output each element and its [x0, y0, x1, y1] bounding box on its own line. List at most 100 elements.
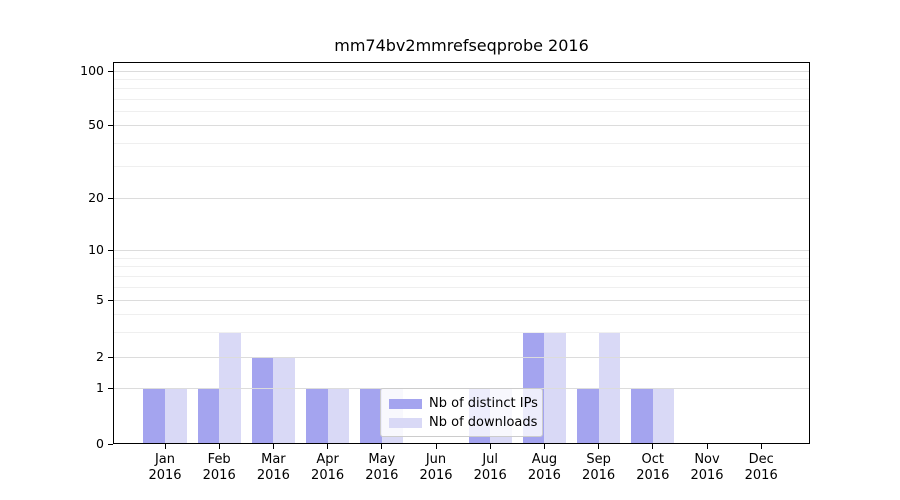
bar-distinct-ips-apr: [305, 388, 328, 444]
major-gridline: [113, 125, 810, 126]
bar-downloads-sep: [598, 331, 621, 444]
x-tick-mark: [760, 444, 762, 449]
legend-swatch-distinct-ips-icon: [389, 398, 422, 409]
bar-distinct-ips-oct: [631, 388, 653, 444]
y-tick-label-2: 2: [96, 349, 104, 364]
minor-gridline: [113, 257, 810, 259]
major-gridline: [113, 300, 810, 301]
x-tick-year: 2016: [744, 468, 778, 483]
x-tick-mark: [543, 444, 545, 449]
x-tick-label-nov: Nov 2016: [675, 452, 739, 484]
minor-gridline: [113, 88, 810, 90]
x-tick-year: 2016: [256, 468, 290, 483]
legend-item-distinct-ips: Nb of distinct IPs: [389, 395, 538, 412]
y-tick-mark: [108, 197, 113, 199]
x-tick-label-mar: Mar 2016: [241, 452, 305, 484]
y-tick-label-50: 50: [88, 117, 104, 132]
bar-downloads-jan: [165, 388, 187, 444]
y-tick-mark: [108, 387, 113, 389]
y-tick-label-100: 100: [80, 63, 104, 78]
legend-label-distinct-ips: Nb of distinct IPs: [429, 396, 538, 411]
y-tick-mark: [108, 356, 113, 358]
x-tick-year: 2016: [311, 468, 345, 483]
y-tick-mark: [108, 70, 113, 72]
minor-gridline: [113, 266, 810, 268]
x-tick-year: 2016: [582, 468, 616, 483]
bar-distinct-ips-mar: [251, 357, 274, 444]
x-tick-label-jul: Jul 2016: [458, 452, 522, 484]
minor-gridline: [113, 79, 810, 81]
x-tick-month: Apr: [316, 452, 339, 467]
x-tick-month: Nov: [694, 452, 720, 467]
x-tick-month: Sep: [586, 452, 611, 467]
x-tick-mark: [327, 444, 329, 449]
x-tick-year: 2016: [690, 468, 724, 483]
plot-area: [113, 62, 810, 444]
legend-swatch-downloads-icon: [389, 417, 422, 428]
x-tick-year: 2016: [419, 468, 453, 483]
x-tick-mark: [652, 444, 654, 449]
chart-title: mm74bv2mmrefseqprobe 2016: [334, 36, 589, 55]
x-tick-mark: [598, 444, 600, 449]
x-tick-month: Aug: [531, 452, 558, 467]
x-tick-year: 2016: [527, 468, 561, 483]
x-tick-label-jan: Jan 2016: [133, 452, 197, 484]
x-tick-label-sep: Sep 2016: [567, 452, 631, 484]
bar-distinct-ips-may: [360, 388, 382, 444]
minor-gridline: [113, 110, 810, 112]
y-tick-mark: [108, 124, 113, 126]
x-tick-mark: [489, 444, 491, 449]
bar-distinct-ips-feb: [197, 388, 220, 444]
x-tick-month: Jan: [154, 452, 176, 467]
x-tick-month: Oct: [641, 452, 665, 467]
x-tick-year: 2016: [202, 468, 236, 483]
x-tick-month: Mar: [261, 452, 286, 467]
x-tick-mark: [272, 444, 274, 449]
bar-distinct-ips-jan: [143, 388, 165, 444]
y-tick-mark: [108, 249, 113, 251]
y-tick-label-20: 20: [88, 190, 104, 205]
major-gridline: [113, 71, 810, 72]
minor-gridline: [113, 275, 810, 277]
x-tick-month: Jul: [482, 452, 499, 467]
x-tick-year: 2016: [636, 468, 670, 483]
legend-label-downloads: Nb of downloads: [429, 415, 538, 430]
grid-layer: [113, 62, 810, 444]
x-tick-month: Jun: [425, 452, 447, 467]
x-tick-year: 2016: [148, 468, 182, 483]
x-tick-mark: [164, 444, 166, 449]
x-tick-month: Dec: [748, 452, 774, 467]
minor-gridline: [113, 286, 810, 288]
minor-gridline: [113, 142, 810, 144]
x-tick-year: 2016: [365, 468, 399, 483]
minor-gridline: [113, 331, 810, 333]
bar-downloads-mar: [273, 357, 296, 444]
y-tick-label-1: 1: [96, 380, 104, 395]
x-tick-mark: [381, 444, 383, 449]
bar-downloads-feb: [219, 331, 241, 444]
major-gridline: [113, 250, 810, 251]
major-gridline: [113, 198, 810, 199]
x-tick-label-may: May 2016: [350, 452, 414, 484]
x-tick-label-jun: Jun 2016: [404, 452, 468, 484]
bar-distinct-ips-sep: [576, 388, 599, 444]
x-tick-label-dec: Dec 2016: [729, 452, 793, 484]
x-tick-month: Feb: [207, 452, 231, 467]
minor-gridline: [113, 98, 810, 100]
x-tick-label-feb: Feb 2016: [187, 452, 251, 484]
x-tick-mark: [435, 444, 437, 449]
bar-downloads-oct: [652, 388, 675, 444]
x-tick-month: May: [368, 452, 396, 467]
y-tick-label-0: 0: [96, 436, 104, 451]
y-tick-label-10: 10: [88, 242, 104, 257]
legend: Nb of distinct IPs Nb of downloads: [380, 388, 543, 437]
x-tick-label-aug: Aug 2016: [512, 452, 576, 484]
y-tick-label-5: 5: [96, 292, 104, 307]
legend-item-downloads: Nb of downloads: [389, 414, 538, 431]
major-gridline: [113, 357, 810, 358]
bar-downloads-aug: [544, 331, 567, 444]
x-tick-label-oct: Oct 2016: [621, 452, 685, 484]
y-tick-mark: [108, 299, 113, 301]
bar-downloads-apr: [327, 388, 350, 444]
